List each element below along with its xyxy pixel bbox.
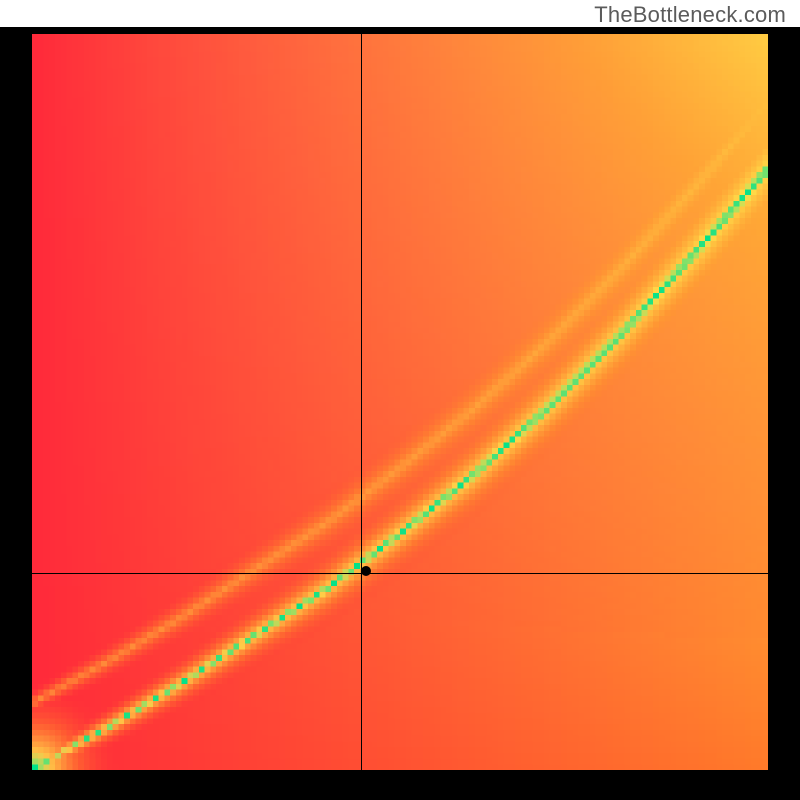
chart-container: TheBottleneck.com [0, 0, 800, 800]
crosshair-vertical [361, 34, 362, 770]
watermark-text: TheBottleneck.com [594, 2, 786, 28]
selection-marker-dot [361, 566, 371, 576]
crosshair-horizontal [32, 573, 768, 574]
bottleneck-heatmap [32, 34, 768, 770]
